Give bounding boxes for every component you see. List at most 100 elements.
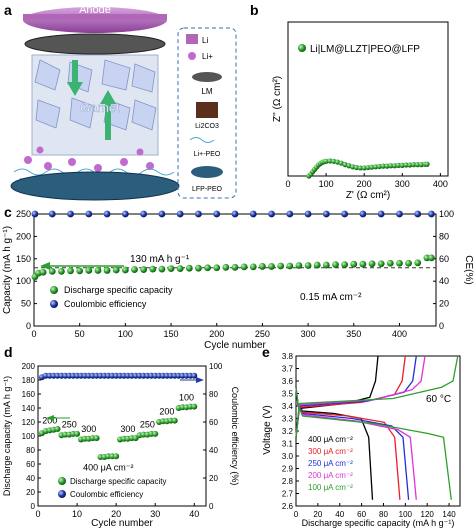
- legend-label: LM: [201, 87, 212, 96]
- nyquist-point: [395, 162, 402, 168]
- capacity-point: [286, 262, 294, 270]
- nyquist-point: [376, 163, 383, 170]
- capacity-point: [149, 265, 157, 273]
- ce-point: [67, 210, 74, 218]
- charge-curve: [295, 355, 459, 438]
- capacity-point: [204, 264, 211, 272]
- capacity-point: [304, 262, 312, 269]
- voltage-curves: [295, 355, 459, 500]
- liquid-metal-icon: [192, 72, 222, 82]
- garnet-label: Garnet: [80, 100, 120, 115]
- y-axis-label: Z'' (Ω cm²): [272, 76, 283, 122]
- y-tick-label: 3.3: [282, 415, 294, 424]
- x-tick-label: 80: [379, 510, 388, 519]
- y-tick-label: 100: [16, 276, 31, 286]
- nyquist-point: [323, 158, 329, 164]
- capacity-point: [428, 254, 435, 262]
- legend-item-li2co3: Li2CO3: [195, 102, 219, 130]
- capacity-point: [222, 263, 230, 271]
- li2co3-icon: [196, 102, 218, 118]
- legend-label: 300 μA cm⁻²: [308, 447, 353, 456]
- legend-label: 100 μA cm⁻²: [308, 483, 353, 492]
- current-density-annotation: 0.15 mA cm⁻²: [300, 292, 362, 303]
- capacity-point: [39, 268, 47, 276]
- legend-box: [177, 27, 237, 199]
- y2-tick-label: 60: [439, 254, 449, 264]
- x-tick-label: 50: [75, 329, 85, 339]
- li-peo-icon: [189, 137, 215, 143]
- legend-marker-ce: [58, 490, 66, 498]
- legend-item-li-ion: Li+: [188, 52, 213, 61]
- ce-point: [322, 210, 330, 218]
- y-tick-label: 3.0: [282, 452, 294, 461]
- capacity-point: [322, 261, 330, 269]
- legend-label: Li2CO3: [195, 123, 219, 130]
- x-axis-ticks: 0 100 200 300 400: [285, 173, 448, 189]
- x-tick-label: 0: [35, 509, 40, 519]
- rate-label: 300: [81, 424, 96, 434]
- nyquist-point: [399, 162, 405, 168]
- ce-point: [213, 210, 221, 218]
- y2-tick-label: 60: [209, 418, 218, 427]
- liquid-metal-layer: [24, 33, 166, 55]
- y-tick-label: 3.5: [282, 390, 294, 399]
- series-legend-label: Li|LM@LLZT|PEO@LFP: [310, 44, 420, 55]
- rate-label: 200: [159, 406, 174, 416]
- y-tick-label: 0: [26, 321, 31, 331]
- capacity-point: [76, 267, 84, 275]
- y-tick-label: 120: [22, 418, 36, 427]
- legend-label: Li+-PEO: [194, 151, 221, 158]
- y2-tick-label: 80: [209, 390, 218, 399]
- panel-label-a: a: [4, 2, 12, 18]
- y-tick-label: 3.4: [282, 402, 294, 411]
- legend-marker: [298, 44, 306, 52]
- nyquist-point: [411, 162, 417, 168]
- x-tick-label: 350: [346, 329, 361, 339]
- legend-item-lfp-peo: LFP-PEO: [191, 166, 223, 193]
- y-axis-label: Discharge capacity (mA h g⁻¹): [2, 376, 12, 496]
- x-tick-label: 40: [189, 509, 199, 519]
- y-tick-label: 2.6: [282, 502, 294, 511]
- capacity-point: [171, 417, 178, 424]
- capacity-point: [54, 426, 61, 432]
- capacity-annotation: 130 mA h g⁻¹: [130, 254, 190, 265]
- capacity-point: [74, 430, 81, 437]
- li-disk-icon: [186, 34, 198, 44]
- ce-point: [195, 210, 202, 218]
- x-tick-label: 100: [319, 179, 334, 189]
- nyquist-point: [418, 162, 424, 168]
- ion-arrow-head-down: [67, 82, 83, 96]
- legend-label-ce: Coulombic efficiency: [70, 490, 143, 499]
- capacity-point: [176, 265, 184, 273]
- capacity-point: [341, 261, 349, 269]
- legend-marker-ce: [50, 300, 58, 308]
- x-tick-label: 20: [111, 509, 121, 519]
- ce-point: [31, 210, 39, 218]
- lfp-peo-icon: [191, 166, 223, 178]
- y-tick-label: 3.6: [282, 377, 294, 386]
- y2-tick-label: 40: [209, 446, 218, 455]
- panel-label-d: d: [4, 344, 13, 360]
- lfp-peo-cathode: [10, 171, 180, 201]
- y-tick-label: 2.7: [282, 490, 294, 499]
- capacity-point: [195, 264, 202, 272]
- capacity-point: [405, 259, 412, 267]
- y2-axis-label: Coulombic efficiency (%): [230, 387, 240, 486]
- x-tick-label: 20: [313, 510, 322, 519]
- temperature-annotation: 60 °C: [426, 394, 451, 405]
- charge-curve: [295, 355, 379, 438]
- li-ions: [24, 146, 154, 172]
- x-tick-label: 300: [395, 179, 410, 189]
- ce-point: [191, 372, 198, 379]
- x-axis-label: Cycle number: [204, 340, 266, 351]
- y-tick-label: 3.8: [282, 352, 294, 361]
- capacity-point: [67, 267, 74, 275]
- rate-points: [38, 372, 198, 460]
- y2-tick-label: 40: [439, 276, 449, 286]
- legend-label: 200 μA cm⁻²: [308, 471, 353, 480]
- ce-point: [304, 210, 312, 218]
- x-tick-label: 120: [421, 510, 435, 519]
- y-tick-label: 100: [22, 432, 36, 441]
- left-axis-arrow-head: [46, 415, 54, 421]
